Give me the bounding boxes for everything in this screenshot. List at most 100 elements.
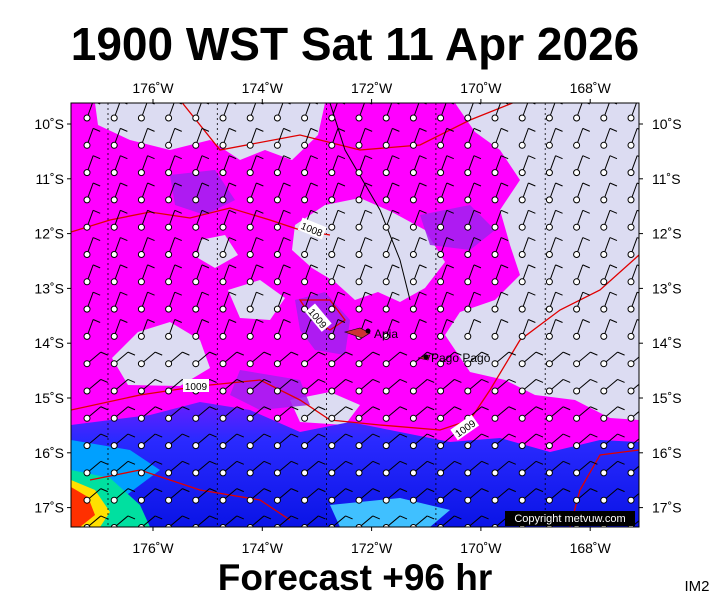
barb-flag (120, 237, 128, 242)
barb-station (301, 141, 309, 149)
barb-flag (372, 433, 380, 438)
barb-flag (609, 127, 618, 132)
barb-flag (562, 488, 571, 493)
barb-station (192, 278, 200, 286)
barb-station (382, 251, 390, 258)
barb-flag (535, 433, 544, 438)
barb-station (409, 387, 417, 395)
copyright: Copyright metvuw.com (514, 513, 625, 525)
barb-station (219, 278, 227, 286)
barb-flag (426, 515, 435, 520)
barb-flag (645, 434, 652, 437)
barb-station (165, 496, 173, 504)
barb-flag (147, 264, 155, 269)
barb-station (246, 496, 254, 504)
barb-station (83, 469, 91, 477)
lat-label: 14˚S (34, 335, 64, 351)
barb-flag (310, 127, 318, 132)
barb-station (600, 332, 608, 340)
barb-flag (535, 488, 544, 493)
barb-flag (228, 155, 237, 160)
barb-station (110, 278, 118, 286)
barb-flag (174, 127, 182, 132)
barb-flag (123, 103, 128, 105)
barb-station (219, 332, 227, 340)
barb-flag (399, 406, 408, 411)
barb-station (328, 442, 336, 450)
forecast-label: Forecast +96 hr (218, 557, 493, 598)
barb-flag (364, 291, 373, 296)
barb-flag (92, 237, 101, 242)
barb-station (573, 387, 581, 395)
barb-station (192, 332, 200, 340)
barb-flag (364, 209, 373, 214)
barb-station (355, 442, 363, 450)
barb-flag (419, 182, 427, 187)
barb-flag (154, 351, 163, 356)
barb-station (627, 387, 635, 395)
barb-station (273, 496, 281, 504)
barb-station (165, 360, 173, 368)
barb-flag (310, 264, 318, 269)
barb-station (192, 141, 200, 149)
barb-station (219, 469, 227, 477)
barb-flag (201, 127, 210, 132)
barb-station (273, 442, 281, 450)
barb-flag (201, 237, 210, 242)
barb-flag (500, 264, 509, 269)
barb-station (437, 141, 445, 149)
barb-station (600, 251, 608, 258)
barb-station (246, 414, 254, 422)
barb-flag (120, 264, 128, 269)
barb-flag (120, 182, 128, 187)
barb-station (545, 387, 553, 395)
barb-flag (555, 127, 563, 132)
barb-flag (645, 379, 652, 382)
barb-station (165, 469, 173, 477)
barb-station (165, 196, 173, 204)
barb-flag (318, 515, 326, 520)
barb-flag (372, 488, 380, 493)
barb-flag (283, 182, 291, 187)
barb-flag (154, 488, 163, 493)
barb-flag (481, 378, 489, 383)
lat-label: 13˚S (652, 280, 682, 296)
barb-station (219, 414, 227, 422)
barb-flag (617, 433, 625, 438)
place-label: Apia (374, 327, 398, 341)
barb-station (137, 496, 145, 504)
barb-flag (582, 127, 590, 132)
barb-flag (201, 182, 210, 187)
label-box (183, 379, 209, 392)
barb-station (110, 169, 118, 177)
lon-label: 176˚W (132, 540, 174, 556)
barb-flag (209, 460, 217, 465)
barb-flag (617, 378, 625, 383)
barb-station (382, 114, 390, 122)
barb-station (110, 387, 118, 395)
lon-label: 170˚W (460, 540, 502, 556)
lat-label: 11˚S (652, 171, 681, 187)
barb-station (573, 332, 581, 340)
barb-flag (481, 460, 489, 465)
barb-flag (96, 103, 101, 105)
barb-station (545, 442, 553, 450)
barb-flag (419, 264, 427, 269)
image-id: IM2 (684, 578, 709, 595)
lon-label: 168˚W (570, 80, 612, 96)
barb-station (165, 169, 173, 177)
barb-flag (127, 433, 136, 438)
barb-flag (419, 209, 427, 214)
barb-station (409, 141, 417, 149)
barb-station (437, 387, 445, 395)
barb-station (518, 332, 526, 340)
barb-flag (318, 433, 326, 438)
barb-flag (150, 103, 155, 105)
barb-flag (283, 237, 291, 242)
barb-station (137, 114, 145, 122)
barb-station (437, 169, 445, 177)
barb-flag (337, 209, 346, 214)
barb-flag (528, 155, 536, 160)
barb-station (219, 524, 227, 527)
barb-flag (508, 488, 516, 493)
